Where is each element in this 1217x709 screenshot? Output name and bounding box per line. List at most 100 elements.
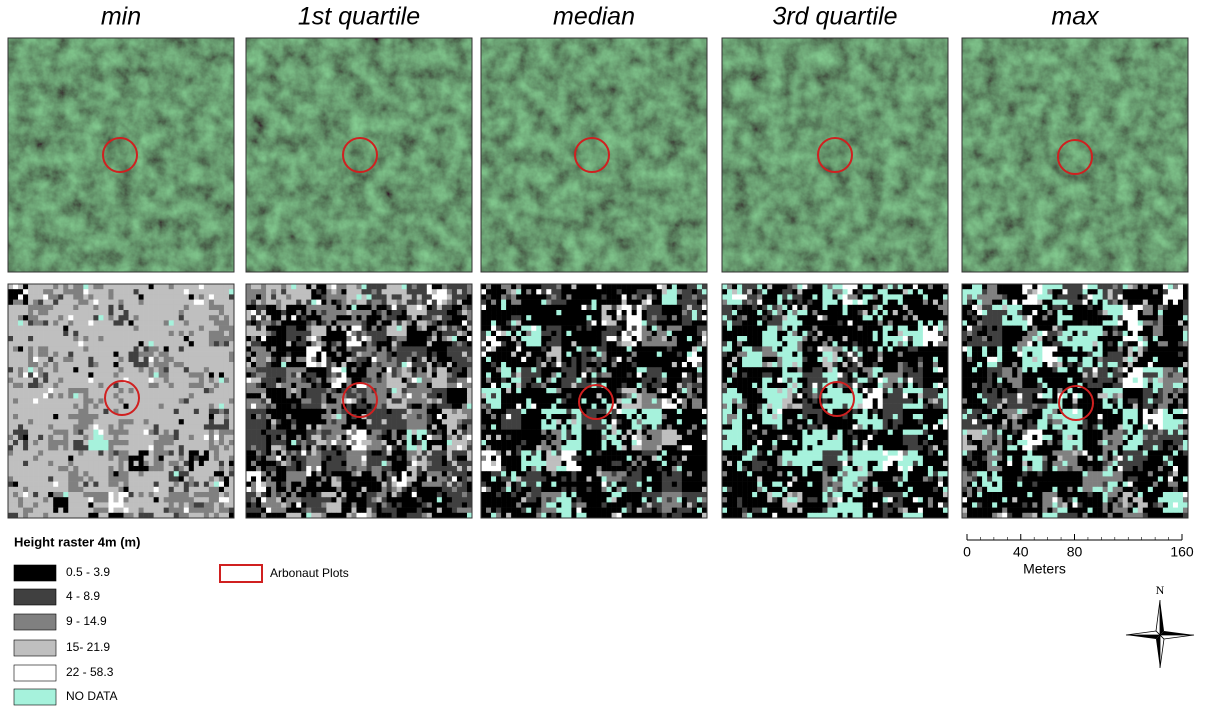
raster-cell (636, 294, 643, 300)
raster-cell (73, 450, 79, 456)
raster-cell (606, 356, 612, 363)
raster-cell (183, 476, 190, 482)
raster-cell (183, 481, 190, 488)
raster-cell (441, 434, 448, 441)
raster-cell (251, 460, 257, 467)
raster-cell (143, 284, 149, 290)
raster-cell (411, 294, 418, 300)
raster-cell (696, 362, 703, 368)
raster-cell (566, 289, 572, 295)
raster-cell (371, 414, 377, 420)
raster-cell (108, 289, 114, 295)
raster-cell (93, 408, 99, 415)
raster-cell (391, 310, 397, 316)
raster-cell (411, 382, 418, 389)
raster-cell (148, 440, 154, 446)
raster-cell (316, 445, 322, 451)
raster-cell (138, 362, 144, 368)
raster-cell (246, 398, 252, 404)
raster-cell (291, 502, 297, 508)
raster-cell (506, 367, 512, 373)
raster-cell (276, 356, 282, 363)
raster-cell (701, 289, 708, 295)
raster-cell (18, 481, 24, 488)
raster-cell (406, 450, 413, 456)
raster-cell (193, 330, 200, 337)
raster-cell (301, 382, 307, 389)
raster-cell (321, 393, 327, 399)
raster-cell (118, 434, 124, 441)
raster-cell (68, 445, 74, 451)
raster-cell (118, 424, 124, 430)
raster-cell (291, 310, 297, 316)
raster-cell (83, 330, 89, 337)
raster-cell (536, 289, 542, 295)
raster-cell (73, 330, 79, 337)
raster-cell (666, 299, 673, 306)
raster-cell (676, 346, 683, 352)
raster-cell (173, 284, 180, 290)
raster-cell (511, 289, 517, 295)
raster-cell (556, 336, 562, 342)
raster-cell (346, 440, 352, 446)
raster-cell (631, 341, 637, 347)
raster-cell (178, 481, 185, 488)
raster-cell (251, 471, 257, 477)
raster-cell (208, 445, 215, 451)
raster-cell (306, 336, 312, 342)
raster-cell (491, 388, 497, 394)
raster-cell (311, 450, 317, 456)
raster-cell (38, 320, 44, 326)
raster-cell (256, 393, 262, 399)
raster-cell (188, 299, 195, 306)
raster-cell (511, 356, 517, 363)
raster-cell (446, 382, 453, 389)
raster-cell (83, 367, 89, 373)
raster-cell (621, 351, 627, 358)
raster-cell (178, 341, 185, 347)
raster-cell (228, 471, 235, 477)
raster-cell (306, 434, 312, 441)
raster-cell (336, 492, 342, 498)
raster-cell (43, 336, 49, 342)
raster-cell (276, 377, 282, 384)
raster-cell (271, 460, 277, 467)
raster-cell (281, 492, 287, 498)
raster-cell (341, 299, 347, 306)
raster-cell (228, 476, 235, 482)
raster-cell (266, 424, 272, 430)
raster-cell (213, 341, 220, 347)
raster-cell (411, 476, 418, 482)
raster-cell (93, 424, 99, 430)
raster-cell (496, 341, 502, 347)
raster-cell (133, 346, 139, 352)
raster-cell (496, 304, 502, 311)
raster-cell (286, 372, 292, 378)
raster-cell (266, 356, 272, 363)
raster-cell (208, 502, 215, 508)
raster-cell (163, 403, 170, 410)
raster-cell (256, 294, 262, 300)
raster-cell (193, 341, 200, 347)
raster-cell (133, 507, 139, 514)
raster-cell (28, 341, 34, 347)
raster-cell (48, 497, 54, 503)
raster-cell (386, 471, 392, 477)
raster-cell (88, 466, 94, 472)
raster-cell (311, 315, 317, 321)
raster-cell (158, 450, 164, 456)
raster-cell (256, 382, 262, 389)
raster-cell (83, 512, 89, 519)
raster-cell (78, 476, 84, 482)
raster-cell (591, 310, 597, 316)
raster-cell (63, 445, 69, 451)
raster-cell (33, 450, 39, 456)
raster-cell (281, 398, 287, 404)
raster-cell (213, 398, 220, 404)
raster-cell (431, 414, 438, 420)
raster-cell (416, 466, 423, 472)
raster-cell (198, 471, 205, 477)
raster-cell (213, 403, 220, 410)
raster-cell (188, 466, 195, 472)
raster-cell (8, 299, 14, 306)
